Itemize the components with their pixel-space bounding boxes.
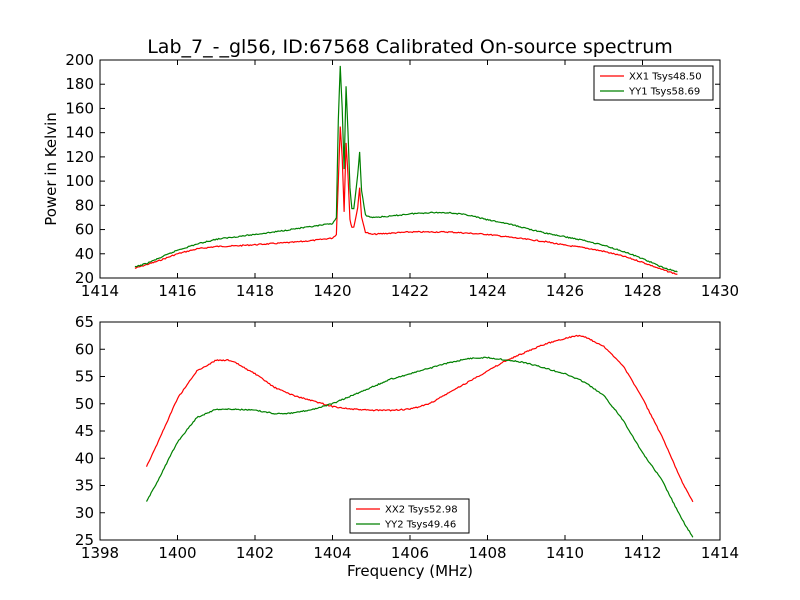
- y-tick-label: 40: [75, 245, 94, 263]
- x-tick-label: 1414: [81, 282, 119, 300]
- y-tick-label: 65: [75, 313, 94, 331]
- legend-label: YY2 Tsys49.46: [384, 520, 456, 531]
- series-line-yy2: [145, 356, 694, 538]
- x-tick-label: 1406: [391, 544, 429, 562]
- x-tick-label: 1400: [158, 544, 196, 562]
- y-tick-label: 45: [75, 422, 94, 440]
- x-tick-label: 1422: [391, 282, 429, 300]
- x-tick-label: 1418: [236, 282, 274, 300]
- series-line-xx1: [134, 126, 678, 275]
- y-tick-label: 100: [65, 172, 94, 190]
- x-tick-label: 1408: [468, 544, 506, 562]
- subplot-1: 1414 1416 1418 1420 1422 1424 1426 1428 1430 20 40…: [42, 36, 739, 300]
- x-tick-label: 1398: [81, 544, 119, 562]
- legend-label: YY1 Tsys58.69: [628, 87, 700, 98]
- y-tick-label: 140: [65, 124, 94, 142]
- x-tick-label: 1402: [236, 544, 274, 562]
- y-tick-label: 20: [75, 269, 94, 287]
- x-tick-label: 1428: [623, 282, 661, 300]
- legend-label: XX2 Tsys52.98: [385, 505, 458, 516]
- legend: XX2 Tsys52.98 YY2 Tsys49.46: [349, 498, 470, 534]
- legend-box: [349, 498, 470, 534]
- y-tick-label: 120: [65, 148, 94, 166]
- legend-label: XX1 Tsys48.50: [629, 72, 702, 83]
- y-tick-label: 200: [65, 51, 94, 69]
- x-tick-label: 1416: [158, 282, 196, 300]
- x-tick-label: 1420: [313, 282, 351, 300]
- y-tick-label: 60: [75, 340, 94, 358]
- legend-box: [593, 65, 714, 101]
- y-tick-label: 30: [75, 504, 94, 522]
- y-tick-label: 180: [65, 75, 94, 93]
- x-axis-title: Frequency (MHz): [347, 562, 473, 580]
- series-line-xx2: [145, 334, 694, 503]
- x-tick-label: 1430: [701, 282, 739, 300]
- y-tick-label: 40: [75, 449, 94, 467]
- y-tick-label: 50: [75, 395, 94, 413]
- x-tick-label: 1412: [623, 544, 661, 562]
- y-tick-label: 55: [75, 368, 94, 386]
- x-tick-label: 1410: [546, 544, 584, 562]
- y-tick-label: 35: [75, 477, 94, 495]
- series-line-yy1: [134, 65, 678, 273]
- x-tick-label: 1414: [701, 544, 739, 562]
- subplot-2: 1398 1400 1402 1404 1406 1408 1410 1412 1414 25 30…: [75, 313, 739, 580]
- legend: XX1 Tsys48.50 YY1 Tsys58.69: [593, 65, 714, 101]
- x-tick-label: 1426: [546, 282, 584, 300]
- y-tick-label: 25: [75, 531, 94, 549]
- x-tick-label: 1404: [313, 544, 351, 562]
- y-tick-label: 160: [65, 99, 94, 117]
- y-tick-label: 80: [75, 196, 94, 214]
- y-axis-title: Power in Kelvin: [42, 112, 60, 226]
- y-tick-label: 60: [75, 221, 94, 239]
- chart-title: Lab_7_-_gl56, ID:67568 Calibrated On-sou…: [147, 36, 673, 58]
- x-tick-label: 1424: [468, 282, 506, 300]
